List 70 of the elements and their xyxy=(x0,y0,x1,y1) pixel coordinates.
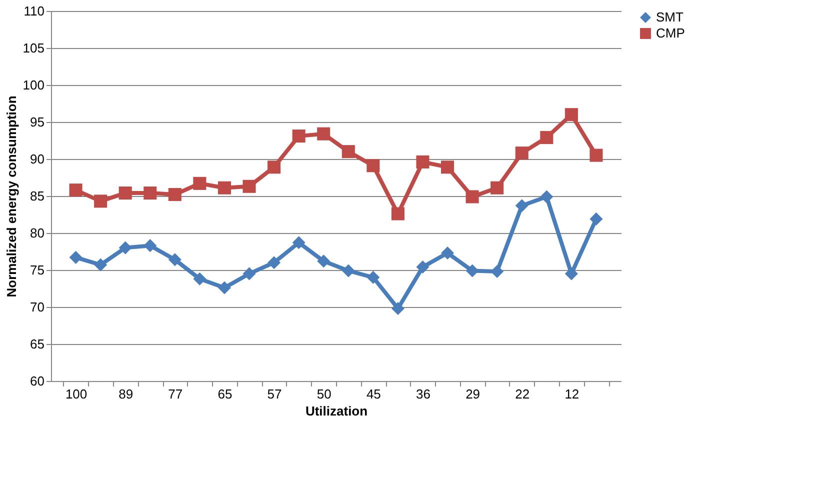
point xyxy=(490,181,504,194)
point xyxy=(118,241,132,254)
point xyxy=(144,186,157,200)
x-tick-label: 12 xyxy=(564,386,580,402)
point xyxy=(69,184,82,197)
point xyxy=(193,272,206,286)
x-tick-label: 22 xyxy=(515,386,530,402)
y-tick-label: 95 xyxy=(30,114,44,130)
point xyxy=(590,148,603,162)
point xyxy=(466,190,479,204)
point xyxy=(441,246,454,260)
point xyxy=(416,260,430,274)
point xyxy=(540,131,554,144)
point xyxy=(317,127,330,140)
x-tick-label: 77 xyxy=(168,386,183,402)
y-tick-label: 85 xyxy=(30,188,44,204)
point xyxy=(342,264,355,278)
point xyxy=(564,108,578,122)
x-tick-label: 50 xyxy=(316,386,332,402)
point xyxy=(218,281,231,294)
x-tick-label: 65 xyxy=(218,386,232,402)
point xyxy=(342,145,355,158)
point xyxy=(515,199,528,212)
x-tick-label: 29 xyxy=(466,386,480,402)
point xyxy=(94,258,108,272)
point xyxy=(366,159,380,172)
point xyxy=(168,253,182,266)
point xyxy=(441,160,454,174)
point xyxy=(540,190,554,204)
point xyxy=(268,160,281,174)
point xyxy=(391,302,404,315)
point xyxy=(218,181,231,194)
point xyxy=(69,250,82,264)
point xyxy=(366,270,380,284)
x-tick-label: 57 xyxy=(267,386,282,402)
x-tick-label: 36 xyxy=(416,386,430,402)
y-tick-label: 70 xyxy=(30,300,44,314)
point xyxy=(168,188,182,202)
point xyxy=(292,130,306,143)
x-axis-title: Utilization xyxy=(305,404,368,418)
point xyxy=(317,254,330,268)
point xyxy=(416,155,430,168)
x-tick-label: 100 xyxy=(65,386,88,402)
point xyxy=(118,186,132,200)
point xyxy=(391,207,404,220)
y-tick-label: 60 xyxy=(30,374,44,388)
point xyxy=(242,267,256,280)
point xyxy=(490,264,504,278)
point xyxy=(242,180,256,193)
y-tick-label: 90 xyxy=(30,152,44,166)
y-tick-label: 75 xyxy=(30,262,44,278)
point xyxy=(466,264,479,278)
x-tick-label: 45 xyxy=(366,386,381,402)
point xyxy=(94,194,108,208)
y-tick-label: 105 xyxy=(22,40,44,56)
point xyxy=(292,236,306,250)
y-tick-label: 65 xyxy=(30,336,44,352)
y-tick-label: 110 xyxy=(24,4,44,18)
point xyxy=(515,146,528,160)
legend-label: SMT xyxy=(656,10,684,24)
point xyxy=(564,267,578,280)
point xyxy=(193,176,206,190)
point xyxy=(144,239,157,252)
y-tick-label: 80 xyxy=(30,226,44,240)
legend-label: CMP xyxy=(656,26,685,40)
x-tick-label: 89 xyxy=(118,386,134,402)
y-axis-title: Normalized energy consumption xyxy=(4,96,19,298)
point xyxy=(590,212,603,226)
y-tick-label: 100 xyxy=(22,78,44,92)
point xyxy=(268,256,281,270)
